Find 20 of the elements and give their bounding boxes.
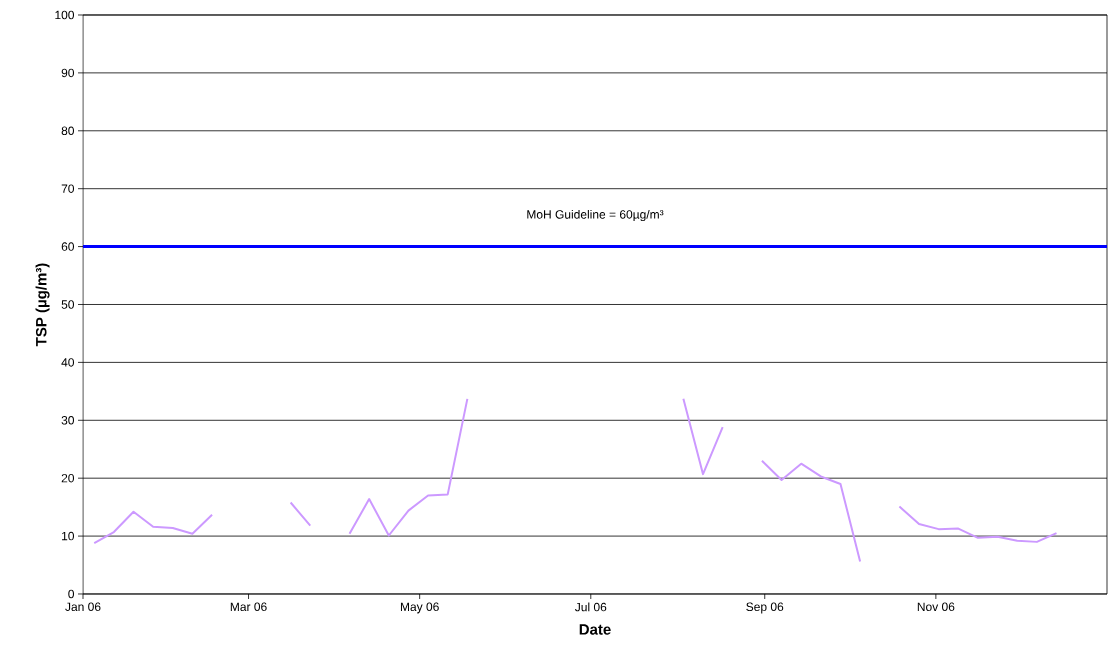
y-tick-label: 60	[61, 242, 75, 251]
x-tick-label: Mar 06	[230, 602, 267, 612]
y-axis-title: TSP (µg/m³)	[35, 263, 50, 347]
y-tick-label: 10	[62, 531, 75, 541]
y-tick-label: 0	[68, 589, 75, 599]
y-tick-label: 90	[61, 68, 75, 78]
y-tick-label: 20	[61, 473, 75, 483]
x-tick-label: Jan 06	[65, 602, 101, 612]
x-tick-label: Sep 06	[746, 602, 784, 614]
ref-line-label: MoH Guideline = 60µg/m³	[527, 209, 664, 222]
y-tick-label: 80	[61, 126, 75, 136]
x-axis-title: Date	[579, 624, 611, 635]
y-tick-label: 30	[61, 416, 75, 425]
x-tick-label: May 06	[400, 602, 439, 614]
y-tick-label: 100	[55, 10, 75, 20]
x-tick-label: Nov 06	[917, 602, 955, 612]
y-tick-label: 50	[61, 300, 75, 309]
y-tick-label: 70	[61, 184, 75, 193]
y-tick-label: 40	[61, 358, 75, 367]
x-tick-label: Jul 06	[574, 602, 607, 612]
